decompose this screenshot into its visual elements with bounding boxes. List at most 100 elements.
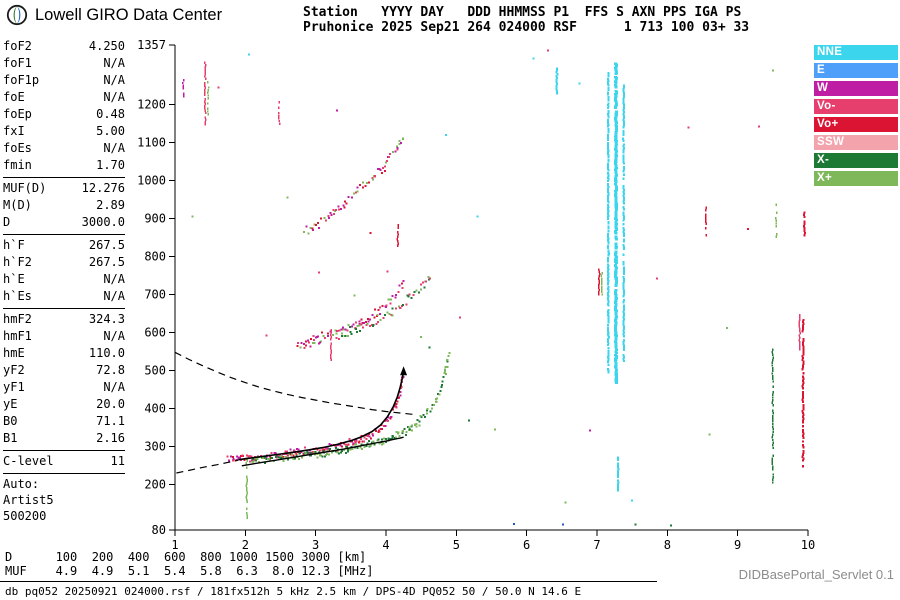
echo-dot	[253, 458, 255, 461]
rfi-dot	[622, 149, 625, 152]
echo-dot	[275, 454, 278, 457]
rfi-dot	[705, 222, 707, 226]
rfi-dot	[623, 147, 626, 150]
rfi-dot	[615, 281, 618, 284]
echo-dot	[407, 426, 410, 429]
rfi-dot	[803, 213, 806, 216]
param-label: foF2	[3, 39, 32, 53]
rfi-dot	[614, 210, 618, 213]
rfi-dot	[607, 301, 610, 304]
echo-dot	[389, 415, 392, 418]
parameter-panel: foF2 4.250 foF1 N/A foF1p N/A foE N/A foEp 0.48 fx…	[3, 38, 125, 524]
rfi-dot	[614, 345, 618, 348]
rfi-dot	[622, 278, 625, 281]
rfi-dot	[802, 339, 805, 343]
echo-dot	[427, 275, 430, 278]
rfi-dot	[622, 158, 625, 161]
rfi-dot	[204, 109, 206, 112]
echo-dot	[367, 320, 370, 323]
rfi-dot	[622, 133, 625, 137]
rfi-dot	[622, 261, 625, 264]
echo-dot	[337, 452, 340, 455]
echo-dot	[325, 453, 328, 455]
rfi-dot	[803, 234, 806, 237]
rfi-dot	[622, 230, 625, 234]
rfi-dot	[622, 304, 625, 308]
rfi-dot	[245, 482, 248, 485]
echo-dot	[245, 454, 248, 457]
rfi-dot	[614, 158, 618, 161]
param-label: B0	[3, 414, 18, 428]
rfi-dot	[801, 341, 804, 344]
echo-dot	[448, 351, 451, 354]
echo-dot	[424, 415, 426, 418]
param-label: foEs	[3, 141, 32, 155]
echo-dot	[416, 419, 419, 421]
echo-dot	[317, 335, 320, 338]
rfi-dot	[183, 79, 185, 82]
legend-item-x: X+	[814, 171, 898, 186]
echo-dot	[360, 443, 363, 446]
echo-dot	[403, 427, 406, 430]
echo-dot	[400, 386, 403, 388]
echo-dot	[324, 447, 327, 450]
echo-dot	[282, 455, 285, 458]
echo-dot	[355, 439, 358, 442]
muf-table: D 100 200 400 600 800 1000 1500 3000 [km…	[5, 550, 373, 578]
rfi-dot	[204, 75, 206, 78]
echo-dot	[387, 416, 390, 419]
rfi-dot	[775, 232, 778, 236]
rfi-dot	[801, 455, 804, 458]
echo-dot	[434, 397, 437, 400]
rfi-dot	[772, 473, 774, 476]
echo-dot	[371, 432, 374, 435]
echo-dot	[356, 325, 359, 327]
rfi-dot	[772, 417, 774, 420]
rfi-dot	[622, 340, 625, 344]
otrace-fit-curve	[238, 371, 405, 461]
echo-dot	[265, 458, 268, 461]
rfi-dot	[614, 350, 618, 354]
rfi-dot	[555, 86, 558, 89]
rfi-dot	[771, 367, 774, 370]
echo-dot	[287, 458, 289, 461]
brand: Lowell GIRO Data Center	[6, 4, 222, 26]
rfi-dot	[607, 369, 610, 373]
echo-dot	[343, 200, 346, 203]
rfi-dot	[606, 339, 609, 342]
echo-dot	[415, 422, 418, 425]
rfi-dot	[802, 349, 805, 352]
echo-dot	[252, 457, 255, 460]
echo-dot	[388, 298, 391, 301]
echo-dot	[444, 372, 447, 375]
echo-dot	[300, 341, 303, 344]
rfi-dot	[607, 78, 610, 81]
echo-dot	[307, 232, 310, 235]
echo-dot	[328, 217, 331, 220]
rfi-dot	[607, 217, 610, 221]
rfi-dot	[204, 73, 206, 76]
param-row-hmf1: hmF1 N/A	[3, 328, 125, 345]
echo-dot	[297, 448, 300, 451]
echo-dot	[374, 430, 377, 433]
rfi-dot	[555, 92, 558, 95]
rfi-dot	[607, 286, 610, 289]
rfi-dot	[801, 444, 804, 447]
rfi-dot	[607, 99, 610, 102]
rfi-dot	[607, 134, 609, 137]
rfi-dot	[614, 301, 618, 305]
noise-dot	[562, 523, 565, 526]
echo-dot	[334, 329, 337, 332]
echo-dot	[420, 415, 423, 418]
echo-dot	[437, 393, 440, 395]
echo-dot	[335, 444, 337, 447]
echo-dot	[385, 304, 388, 307]
echo-dot	[314, 451, 317, 454]
rfi-dot	[397, 235, 399, 238]
echo-dot	[383, 165, 386, 168]
param-row-fof2: foF2 4.250	[3, 38, 125, 55]
noise-dot	[386, 270, 389, 273]
rfi-dot	[801, 409, 804, 413]
rfi-dot	[204, 100, 206, 103]
echo-dot	[280, 457, 283, 460]
